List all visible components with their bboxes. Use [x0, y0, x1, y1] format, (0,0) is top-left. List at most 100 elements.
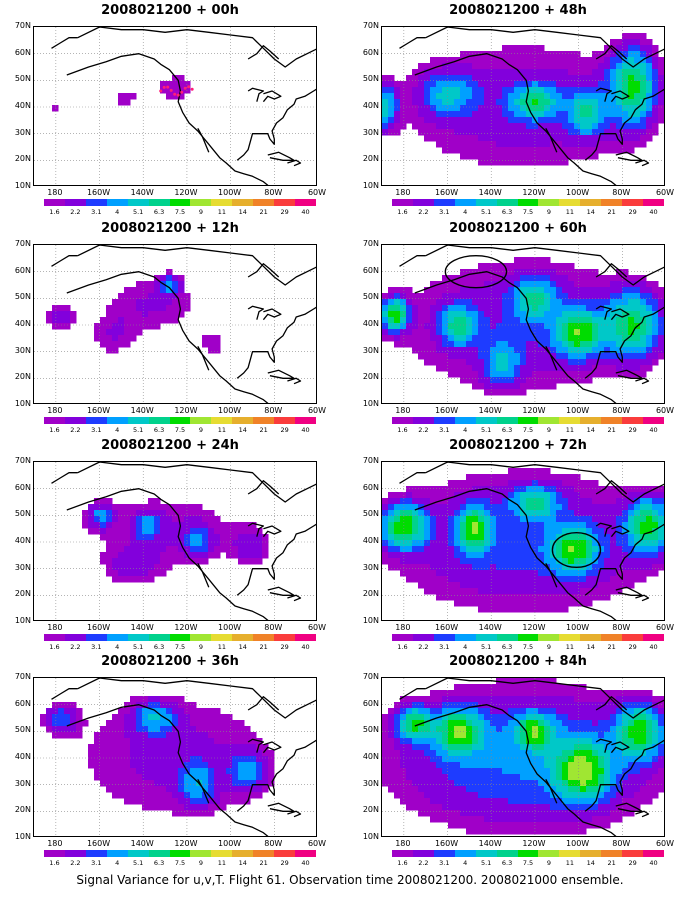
heat-cell: [460, 744, 467, 751]
heat-cell: [106, 341, 113, 348]
heat-cell: [160, 732, 167, 739]
heat-cell: [160, 756, 167, 763]
heat-cell: [250, 738, 257, 745]
heat-cell: [478, 762, 485, 769]
heat-cell: [634, 690, 641, 697]
heat-cell: [262, 552, 269, 559]
heat-cell: [406, 498, 413, 505]
heat-cell: [616, 129, 623, 136]
heat-cell: [412, 123, 419, 130]
heat-cell: [382, 93, 389, 100]
coastline: [197, 562, 210, 588]
heat-cell: [430, 762, 437, 769]
panel-title: 2008021200 + 48h: [449, 3, 587, 18]
heat-cell: [64, 726, 71, 733]
heat-cell: [436, 726, 443, 733]
heat-cell: [592, 738, 599, 745]
heat-cell: [220, 534, 227, 541]
heat-cell: [610, 299, 617, 306]
heat-cell: [442, 87, 449, 94]
heat-cell: [118, 576, 125, 583]
heat-cell: [484, 389, 491, 396]
colorbar-swatch: [601, 634, 623, 641]
heat-cell: [550, 111, 557, 118]
heat-cell: [496, 546, 503, 553]
heat-cell: [520, 774, 527, 781]
heat-cell: [142, 510, 149, 517]
heat-cell: [610, 39, 617, 46]
heat-cell: [454, 317, 461, 324]
heat-cell: [514, 534, 521, 541]
heat-cell: [448, 69, 455, 76]
heat-cell: [124, 522, 131, 529]
heat-cell: [604, 564, 611, 571]
heat-cell: [430, 732, 437, 739]
heat-cell: [544, 570, 551, 577]
heat-cell: [400, 786, 407, 793]
heat-cell: [430, 768, 437, 775]
heat-cell: [508, 816, 515, 823]
heat-cell: [232, 762, 239, 769]
heat-cell: [616, 365, 623, 372]
heat-cell: [544, 141, 551, 148]
heat-cell: [496, 606, 503, 613]
heat-cell: [136, 299, 143, 306]
heat-cell: [412, 732, 419, 739]
heat-cell: [160, 744, 167, 751]
heat-cell: [628, 570, 635, 577]
heat-cell: [622, 534, 629, 541]
heat-cell: [154, 798, 161, 805]
heat-cell: [118, 329, 125, 336]
heat-cell: [526, 594, 533, 601]
heat-cell: [568, 582, 575, 589]
heat-cell: [466, 744, 473, 751]
heat-cell: [640, 540, 647, 547]
heat-cell: [142, 534, 149, 541]
heat-cell: [628, 111, 635, 118]
lat-tick-label: 40N: [14, 101, 31, 110]
heat-cell: [496, 726, 503, 733]
heat-cell: [562, 486, 569, 493]
heat-cell: [640, 281, 647, 288]
heat-cell: [202, 341, 209, 348]
heat-cell: [484, 822, 491, 829]
lat-tick-label: 60N: [362, 482, 379, 492]
heat-cell: [394, 504, 401, 511]
heat-cell: [154, 756, 161, 763]
heat-cell: [664, 87, 665, 94]
colorbar-swatch: [295, 417, 316, 424]
heat-cell: [172, 528, 179, 535]
heat-cell: [442, 504, 449, 511]
heat-cell: [208, 534, 215, 541]
heat-cell: [616, 546, 623, 553]
heat-cell: [160, 546, 167, 553]
coastline: [287, 594, 302, 602]
heat-cell: [256, 744, 263, 751]
colorbar-swatch: [190, 634, 212, 641]
heat-cell: [616, 341, 623, 348]
heat-cell: [460, 804, 467, 811]
heat-cell: [442, 564, 449, 571]
heat-cell: [502, 702, 509, 709]
heat-cell: [424, 780, 431, 787]
heat-cell: [148, 702, 155, 709]
heat-cell: [490, 69, 497, 76]
forecast-panel: 2008021200 + 00h 70N 60N 50N 40N 30N 20N 10N 180…: [0, 3, 340, 219]
heat-cell: [154, 504, 161, 511]
heat-cell: [514, 377, 521, 384]
heat-cell: [568, 732, 575, 739]
heat-cell: [460, 93, 467, 100]
colorbar-swatch: [44, 850, 65, 857]
coastline: [262, 741, 282, 754]
heat-cell: [532, 696, 539, 703]
heat-cell: [388, 299, 395, 306]
heat-cell: [130, 504, 137, 511]
heat-cell: [508, 492, 515, 499]
heat-cell: [502, 714, 509, 721]
heat-cell: [70, 702, 77, 709]
heat-cell: [586, 317, 593, 324]
lat-tick-label: 30N: [14, 345, 31, 355]
map-area: [381, 677, 665, 837]
heat-cell: [550, 708, 557, 715]
heat-cell: [484, 780, 491, 787]
